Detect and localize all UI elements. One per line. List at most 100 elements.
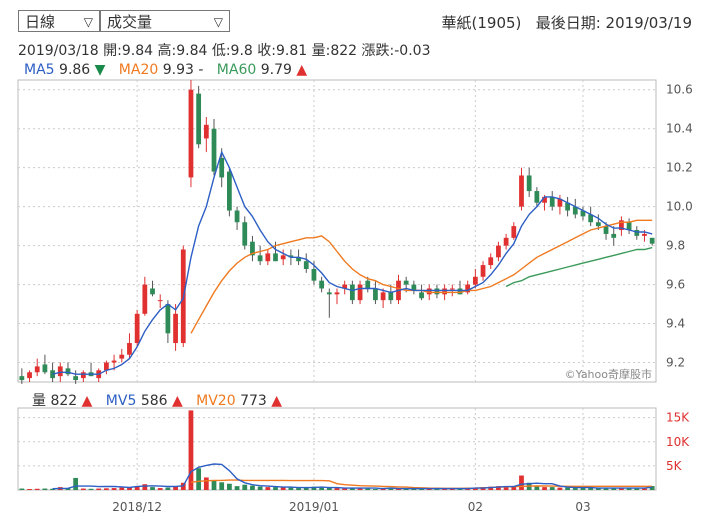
candle-body [503, 237, 509, 246]
price-tick-label: 10.0 [666, 200, 693, 214]
candle-body [588, 214, 594, 223]
volume-legend: 量 822 ▲ MV5 586 ▲ MV20 773 ▲ [32, 390, 282, 410]
vol-arrow: ▲ [81, 393, 93, 409]
volume-bar [542, 487, 547, 490]
volume-bar [634, 488, 640, 490]
price-tick-label: 9.4 [666, 317, 685, 331]
ohlc-volume: 量:822 [311, 43, 358, 59]
ma5-line [52, 150, 653, 375]
candle-body [227, 171, 232, 211]
volume-bar [127, 487, 132, 490]
period-select[interactable]: 日線 ▽ [18, 10, 100, 32]
price-tick-label: 9.6 [666, 278, 685, 292]
volume-bar [111, 488, 117, 490]
mv5-value: 586 [140, 393, 168, 409]
volume-bar [434, 489, 440, 490]
volume-bar [311, 486, 317, 490]
mv20-arrow: ▲ [271, 393, 283, 409]
candle-body [595, 222, 601, 227]
ohlc-close: 收:9.81 [257, 43, 308, 59]
x-tick-label: 2018/12 [112, 500, 162, 514]
candle-body [280, 255, 286, 260]
candle-body [50, 370, 55, 379]
candle-body [649, 237, 655, 244]
ma60-arrow: ▲ [296, 62, 308, 78]
volume-bar [188, 410, 194, 490]
volume-tick-label: 5K [666, 459, 683, 473]
ma5-label: MA5 [24, 62, 55, 78]
volume-bar [319, 487, 325, 490]
volume-bar [303, 487, 309, 490]
candle-body [119, 354, 125, 359]
mv20-value: 773 [240, 393, 267, 409]
ohlc-open: 開:9.84 [103, 43, 154, 59]
volume-bar [326, 487, 332, 490]
chevron-down-icon: ▽ [213, 15, 223, 29]
candle-body [403, 280, 409, 285]
ohlc-low: 低:9.8 [211, 43, 253, 59]
candle-body [603, 226, 609, 234]
candle-body [265, 253, 271, 262]
candle-body [104, 362, 109, 371]
candle-body [134, 313, 140, 344]
candle-body [619, 220, 624, 231]
candle-body [380, 292, 386, 301]
candle-body [34, 366, 40, 373]
volume-bar [227, 483, 232, 490]
candle-body [311, 268, 317, 281]
volume-bar [511, 486, 517, 490]
candle-body [57, 366, 63, 377]
ohlc-readout: 2019/03/18 開:9.84 高:9.84 低:9.8 收:9.81 量:… [18, 40, 430, 60]
volume-bar [88, 488, 94, 490]
ma5-arrow: ▼ [94, 62, 106, 78]
volume-bar [119, 487, 125, 490]
ma60-value: 9.79 [260, 62, 292, 78]
volume-bar [373, 489, 378, 490]
stock-name: 華紙(1905) [441, 14, 522, 32]
candle-body [388, 292, 394, 301]
price-tick-label: 10.4 [666, 122, 693, 136]
volume-bar [442, 489, 447, 490]
candle-body [580, 210, 586, 217]
candle-body [442, 288, 447, 295]
mv20-label: MV20 [196, 393, 236, 409]
candle-body [349, 284, 355, 301]
candle-body [80, 372, 86, 379]
x-tick-label: 03 [575, 500, 590, 514]
candle-body [27, 372, 32, 379]
stock-header: 華紙(1905) 最後日期: 2019/03/19 [442, 12, 692, 33]
volume-bar [349, 488, 355, 490]
volume-bar [649, 486, 655, 490]
candle-body [542, 196, 547, 203]
volume-bar [595, 488, 601, 490]
price-panel [17, 79, 657, 383]
candle-body [203, 124, 209, 139]
candle-body [319, 280, 325, 289]
volume-bar [157, 488, 163, 490]
indicator-select[interactable]: 成交量 ▽ [100, 10, 230, 32]
last-date: 最後日期: 2019/03/19 [535, 14, 692, 32]
volume-bar [273, 487, 278, 490]
candle-body [465, 284, 471, 293]
candle-body [242, 222, 248, 246]
candle-body [373, 288, 378, 301]
yahoo-watermark: ©Yahoo奇摩股市 [565, 367, 652, 381]
candle-body [411, 284, 417, 291]
candle-body [19, 376, 25, 381]
candle-body [634, 230, 640, 236]
ma-legend: MA5 9.86 ▼ MA20 9.93 - MA60 9.79 ▲ [24, 62, 307, 78]
indicator-select-value: 成交量 [107, 13, 153, 31]
candle-body [549, 196, 555, 207]
mv5-label: MV5 [105, 393, 137, 409]
price-tick-label: 9.2 [666, 356, 685, 370]
volume-bar [34, 488, 40, 490]
candle-body [342, 284, 348, 289]
candle-body [334, 292, 340, 295]
volume-bar [296, 488, 301, 490]
volume-bar [142, 484, 148, 490]
candle-body [173, 313, 178, 344]
candle-body [111, 360, 117, 363]
ohlc-date: 2019/03/18 [18, 43, 99, 59]
volume-bar [65, 488, 71, 490]
